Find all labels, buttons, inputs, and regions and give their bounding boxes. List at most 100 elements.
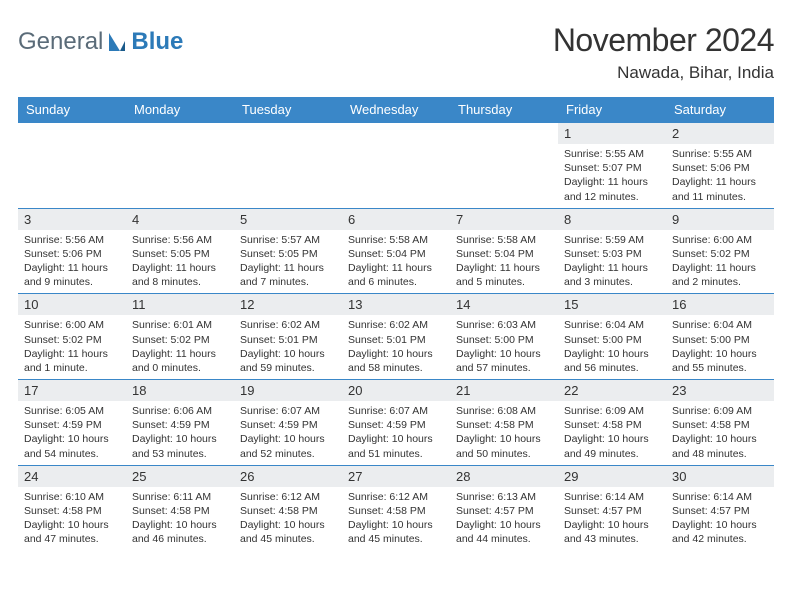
- day-details: Sunrise: 6:04 AMSunset: 5:00 PMDaylight:…: [666, 315, 774, 379]
- day-details: Sunrise: 5:55 AMSunset: 5:06 PMDaylight:…: [666, 144, 774, 208]
- day-number: 14: [450, 294, 558, 315]
- week-row: 1Sunrise: 5:55 AMSunset: 5:07 PMDaylight…: [18, 122, 774, 208]
- day-number: 11: [126, 294, 234, 315]
- sunset-text: Sunset: 5:04 PM: [456, 247, 552, 261]
- weekday-label: Monday: [126, 97, 234, 122]
- day-number: 6: [342, 209, 450, 230]
- sunrise-text: Sunrise: 6:10 AM: [24, 490, 120, 504]
- daylight-text: Daylight: 10 hours and 57 minutes.: [456, 347, 552, 375]
- week-row: 10Sunrise: 6:00 AMSunset: 5:02 PMDayligh…: [18, 293, 774, 379]
- weekday-label: Sunday: [18, 97, 126, 122]
- sunset-text: Sunset: 4:58 PM: [24, 504, 120, 518]
- sunset-text: Sunset: 4:59 PM: [240, 418, 336, 432]
- weeks-container: 1Sunrise: 5:55 AMSunset: 5:07 PMDaylight…: [18, 122, 774, 550]
- daylight-text: Daylight: 11 hours and 8 minutes.: [132, 261, 228, 289]
- sunset-text: Sunset: 5:00 PM: [672, 333, 768, 347]
- daylight-text: Daylight: 11 hours and 7 minutes.: [240, 261, 336, 289]
- sunrise-text: Sunrise: 6:09 AM: [672, 404, 768, 418]
- day-details: Sunrise: 5:59 AMSunset: 5:03 PMDaylight:…: [558, 230, 666, 294]
- sunset-text: Sunset: 5:06 PM: [24, 247, 120, 261]
- day-number: 28: [450, 466, 558, 487]
- day-details: Sunrise: 5:56 AMSunset: 5:06 PMDaylight:…: [18, 230, 126, 294]
- daylight-text: Daylight: 10 hours and 46 minutes.: [132, 518, 228, 546]
- day-cell: 6Sunrise: 5:58 AMSunset: 5:04 PMDaylight…: [342, 209, 450, 294]
- logo-text-blue: Blue: [131, 28, 183, 56]
- sunset-text: Sunset: 5:01 PM: [240, 333, 336, 347]
- sunset-text: Sunset: 4:58 PM: [564, 418, 660, 432]
- day-cell: 30Sunrise: 6:14 AMSunset: 4:57 PMDayligh…: [666, 466, 774, 551]
- weekday-label: Thursday: [450, 97, 558, 122]
- sunrise-text: Sunrise: 6:13 AM: [456, 490, 552, 504]
- day-details: Sunrise: 6:08 AMSunset: 4:58 PMDaylight:…: [450, 401, 558, 465]
- day-number: 5: [234, 209, 342, 230]
- sunset-text: Sunset: 5:04 PM: [348, 247, 444, 261]
- header: General Blue November 2024 Nawada, Bihar…: [18, 22, 774, 83]
- sunrise-text: Sunrise: 5:57 AM: [240, 233, 336, 247]
- calendar-page: General Blue November 2024 Nawada, Bihar…: [0, 0, 792, 612]
- daylight-text: Daylight: 10 hours and 43 minutes.: [564, 518, 660, 546]
- day-number: 13: [342, 294, 450, 315]
- daylight-text: Daylight: 10 hours and 54 minutes.: [24, 432, 120, 460]
- day-number: 4: [126, 209, 234, 230]
- day-details: Sunrise: 6:07 AMSunset: 4:59 PMDaylight:…: [342, 401, 450, 465]
- day-number: 15: [558, 294, 666, 315]
- sunrise-text: Sunrise: 6:07 AM: [348, 404, 444, 418]
- day-cell: 18Sunrise: 6:06 AMSunset: 4:59 PMDayligh…: [126, 380, 234, 465]
- sunset-text: Sunset: 5:02 PM: [672, 247, 768, 261]
- sunset-text: Sunset: 5:07 PM: [564, 161, 660, 175]
- sunrise-text: Sunrise: 5:55 AM: [564, 147, 660, 161]
- sunrise-text: Sunrise: 6:12 AM: [240, 490, 336, 504]
- week-row: 17Sunrise: 6:05 AMSunset: 4:59 PMDayligh…: [18, 379, 774, 465]
- day-cell: [342, 123, 450, 208]
- daylight-text: Daylight: 10 hours and 58 minutes.: [348, 347, 444, 375]
- sunset-text: Sunset: 5:02 PM: [132, 333, 228, 347]
- day-cell: 13Sunrise: 6:02 AMSunset: 5:01 PMDayligh…: [342, 294, 450, 379]
- day-details: Sunrise: 6:00 AMSunset: 5:02 PMDaylight:…: [666, 230, 774, 294]
- sunrise-text: Sunrise: 6:00 AM: [24, 318, 120, 332]
- sunrise-text: Sunrise: 6:06 AM: [132, 404, 228, 418]
- day-details: Sunrise: 6:14 AMSunset: 4:57 PMDaylight:…: [558, 487, 666, 551]
- sunrise-text: Sunrise: 6:08 AM: [456, 404, 552, 418]
- daylight-text: Daylight: 10 hours and 52 minutes.: [240, 432, 336, 460]
- daylight-text: Daylight: 11 hours and 12 minutes.: [564, 175, 660, 203]
- day-details: Sunrise: 6:09 AMSunset: 4:58 PMDaylight:…: [666, 401, 774, 465]
- day-number: 20: [342, 380, 450, 401]
- day-cell: 29Sunrise: 6:14 AMSunset: 4:57 PMDayligh…: [558, 466, 666, 551]
- day-cell: 11Sunrise: 6:01 AMSunset: 5:02 PMDayligh…: [126, 294, 234, 379]
- daylight-text: Daylight: 11 hours and 11 minutes.: [672, 175, 768, 203]
- sunrise-text: Sunrise: 6:01 AM: [132, 318, 228, 332]
- day-cell: 23Sunrise: 6:09 AMSunset: 4:58 PMDayligh…: [666, 380, 774, 465]
- sunrise-text: Sunrise: 5:56 AM: [132, 233, 228, 247]
- day-details: Sunrise: 6:05 AMSunset: 4:59 PMDaylight:…: [18, 401, 126, 465]
- day-details: Sunrise: 6:04 AMSunset: 5:00 PMDaylight:…: [558, 315, 666, 379]
- day-details: Sunrise: 6:07 AMSunset: 4:59 PMDaylight:…: [234, 401, 342, 465]
- daylight-text: Daylight: 10 hours and 45 minutes.: [240, 518, 336, 546]
- daylight-text: Daylight: 11 hours and 1 minute.: [24, 347, 120, 375]
- daylight-text: Daylight: 10 hours and 47 minutes.: [24, 518, 120, 546]
- week-row: 3Sunrise: 5:56 AMSunset: 5:06 PMDaylight…: [18, 208, 774, 294]
- day-details: Sunrise: 5:55 AMSunset: 5:07 PMDaylight:…: [558, 144, 666, 208]
- day-cell: [18, 123, 126, 208]
- daylight-text: Daylight: 10 hours and 44 minutes.: [456, 518, 552, 546]
- day-cell: 7Sunrise: 5:58 AMSunset: 5:04 PMDaylight…: [450, 209, 558, 294]
- day-number: 23: [666, 380, 774, 401]
- sunrise-text: Sunrise: 6:02 AM: [348, 318, 444, 332]
- daylight-text: Daylight: 11 hours and 3 minutes.: [564, 261, 660, 289]
- sunset-text: Sunset: 5:03 PM: [564, 247, 660, 261]
- sunrise-text: Sunrise: 6:14 AM: [672, 490, 768, 504]
- day-details: Sunrise: 6:02 AMSunset: 5:01 PMDaylight:…: [234, 315, 342, 379]
- day-details: Sunrise: 5:58 AMSunset: 5:04 PMDaylight:…: [450, 230, 558, 294]
- day-details: Sunrise: 6:01 AMSunset: 5:02 PMDaylight:…: [126, 315, 234, 379]
- sunset-text: Sunset: 4:58 PM: [456, 418, 552, 432]
- daylight-text: Daylight: 10 hours and 49 minutes.: [564, 432, 660, 460]
- day-cell: [234, 123, 342, 208]
- sunset-text: Sunset: 4:58 PM: [672, 418, 768, 432]
- daylight-text: Daylight: 10 hours and 42 minutes.: [672, 518, 768, 546]
- sunset-text: Sunset: 4:57 PM: [672, 504, 768, 518]
- sunrise-text: Sunrise: 5:59 AM: [564, 233, 660, 247]
- sunrise-text: Sunrise: 6:02 AM: [240, 318, 336, 332]
- day-cell: 27Sunrise: 6:12 AMSunset: 4:58 PMDayligh…: [342, 466, 450, 551]
- sunrise-text: Sunrise: 6:07 AM: [240, 404, 336, 418]
- sunrise-text: Sunrise: 6:14 AM: [564, 490, 660, 504]
- logo-text-general: General: [18, 28, 103, 56]
